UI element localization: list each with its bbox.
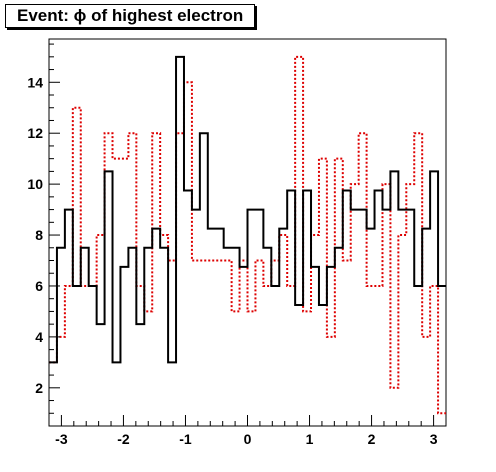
y-tick-label: 4 (35, 329, 43, 345)
series-layer (49, 55, 446, 415)
y-tick-label: 12 (27, 125, 43, 141)
y-tick-label: 14 (27, 74, 43, 90)
y-tick-label: 2 (35, 380, 43, 396)
x-tick-label: -1 (179, 431, 192, 447)
x-tick-label: 1 (306, 431, 314, 447)
x-tick-label: 0 (244, 431, 252, 447)
y-tick-label: 6 (35, 278, 43, 294)
x-tick-label: 2 (368, 431, 376, 447)
x-tick-label: -2 (117, 431, 130, 447)
x-tick-label: -3 (55, 431, 68, 447)
y-tick-label: 8 (35, 227, 43, 243)
series-solid-black-line (49, 55, 446, 364)
x-tick-label: 3 (430, 431, 438, 447)
y-tick-label: 10 (27, 176, 43, 192)
chart-title: Event: ϕ of highest electron (5, 4, 256, 28)
series-dotted-red-line (49, 55, 446, 415)
